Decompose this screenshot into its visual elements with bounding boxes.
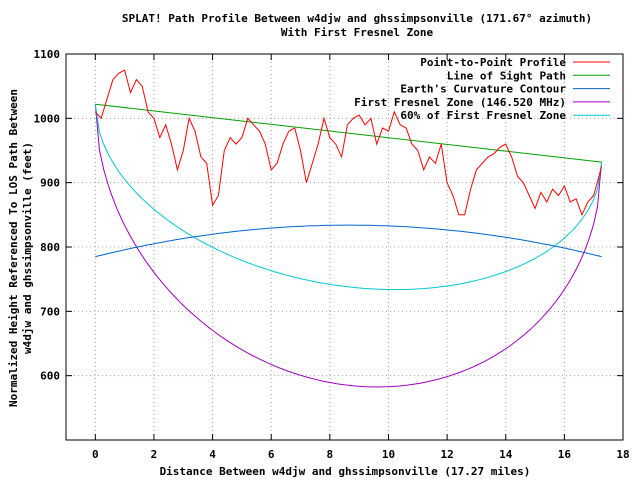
- y-tick-label: 1100: [34, 48, 61, 61]
- y-tick-label: 600: [40, 370, 60, 383]
- y-axis-label-line1: Normalized Height Referenced To LOS Path…: [7, 89, 20, 407]
- x-tick-label: 6: [268, 448, 275, 461]
- x-tick-label: 2: [151, 448, 158, 461]
- x-tick-label: 10: [382, 448, 395, 461]
- legend-label-point-to-point-profile: Point-to-Point Profile: [420, 56, 566, 69]
- x-axis-label: Distance Between w4djw and ghssimpsonvil…: [160, 465, 531, 478]
- series-60-of-first-fresnel-zone: [94, 104, 603, 291]
- series-point-to-point-profile: [94, 69, 603, 217]
- y-axis-label-line2: w4djw and ghssimpsonville (feet): [21, 142, 34, 354]
- series-line-of-sight-path: [95, 103, 602, 163]
- x-tick-label: 18: [616, 448, 629, 461]
- y-tick-label: 800: [40, 241, 60, 254]
- legend-label-60-of-first-fresnel-zone: 60% of First Fresnel Zone: [400, 109, 566, 122]
- x-tick-label: 4: [209, 448, 216, 461]
- y-tick-label: 1000: [34, 112, 61, 125]
- x-tick-label: 12: [440, 448, 453, 461]
- x-tick-label: 0: [92, 448, 99, 461]
- y-tick-label: 700: [40, 305, 60, 318]
- y-tick-label: 900: [40, 177, 60, 190]
- chart-subtitle: With First Fresnel Zone: [281, 26, 434, 39]
- legend-label-line-of-sight-path: Line of Sight Path: [447, 69, 566, 82]
- legend-label-earth-s-curvature-contour: Earth's Curvature Contour: [400, 83, 566, 96]
- x-tick-label: 16: [558, 448, 572, 461]
- axis-ticks: 0 2 4 6 8 10 12 14 16 18 600 700 800 900 1000 1100: [34, 48, 630, 461]
- x-tick-label: 8: [327, 448, 334, 461]
- series-earth-s-curvature-contour: [95, 224, 602, 258]
- chart-title: SPLAT! Path Profile Between w4djw and gh…: [122, 12, 592, 25]
- legend-label-first-fresnel-zone-146-520-mhz: First Fresnel Zone (146.520 MHz): [354, 96, 566, 109]
- series-first-fresnel-zone-146-520-mhz: [94, 104, 603, 388]
- curves: [94, 69, 603, 388]
- x-tick-label: 14: [499, 448, 513, 461]
